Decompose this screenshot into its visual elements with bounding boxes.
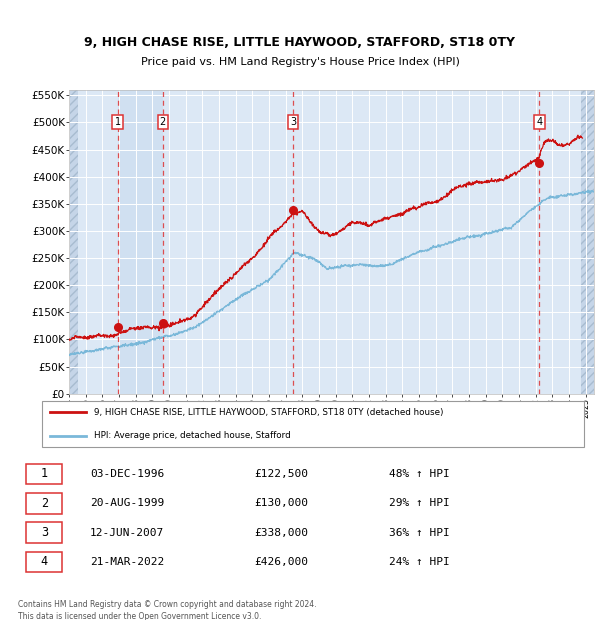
FancyBboxPatch shape [26, 464, 62, 484]
Text: 2: 2 [160, 117, 166, 127]
Text: 20-AUG-1999: 20-AUG-1999 [90, 498, 164, 508]
Bar [69, 90, 78, 394]
Text: £122,500: £122,500 [254, 469, 308, 479]
Text: 4: 4 [41, 556, 48, 569]
Text: 12-JUN-2007: 12-JUN-2007 [90, 528, 164, 538]
Text: 9, HIGH CHASE RISE, LITTLE HAYWOOD, STAFFORD, ST18 0TY: 9, HIGH CHASE RISE, LITTLE HAYWOOD, STAF… [85, 36, 515, 48]
Text: 1: 1 [115, 117, 121, 127]
Text: £130,000: £130,000 [254, 498, 308, 508]
Text: 3: 3 [41, 526, 48, 539]
Text: £426,000: £426,000 [254, 557, 308, 567]
Text: HPI: Average price, detached house, Stafford: HPI: Average price, detached house, Staf… [94, 432, 290, 440]
Text: £338,000: £338,000 [254, 528, 308, 538]
Text: 48% ↑ HPI: 48% ↑ HPI [389, 469, 450, 479]
Text: 21-MAR-2022: 21-MAR-2022 [90, 557, 164, 567]
Text: 1: 1 [41, 467, 48, 481]
FancyBboxPatch shape [42, 401, 584, 448]
Text: 29% ↑ HPI: 29% ↑ HPI [389, 498, 450, 508]
FancyBboxPatch shape [26, 493, 62, 513]
Text: 3: 3 [290, 117, 296, 127]
Text: 2: 2 [41, 497, 48, 510]
Text: Price paid vs. HM Land Registry's House Price Index (HPI): Price paid vs. HM Land Registry's House … [140, 57, 460, 67]
Text: 9, HIGH CHASE RISE, LITTLE HAYWOOD, STAFFORD, ST18 0TY (detached house): 9, HIGH CHASE RISE, LITTLE HAYWOOD, STAF… [94, 408, 443, 417]
FancyBboxPatch shape [26, 522, 62, 543]
Text: 03-DEC-1996: 03-DEC-1996 [90, 469, 164, 479]
Text: 4: 4 [536, 117, 542, 127]
FancyBboxPatch shape [26, 552, 62, 572]
Text: 24% ↑ HPI: 24% ↑ HPI [389, 557, 450, 567]
Bar [118, 90, 163, 394]
Text: Contains HM Land Registry data © Crown copyright and database right 2024.
This d: Contains HM Land Registry data © Crown c… [18, 600, 317, 620]
Text: 36% ↑ HPI: 36% ↑ HPI [389, 528, 450, 538]
Bar [581, 90, 600, 394]
